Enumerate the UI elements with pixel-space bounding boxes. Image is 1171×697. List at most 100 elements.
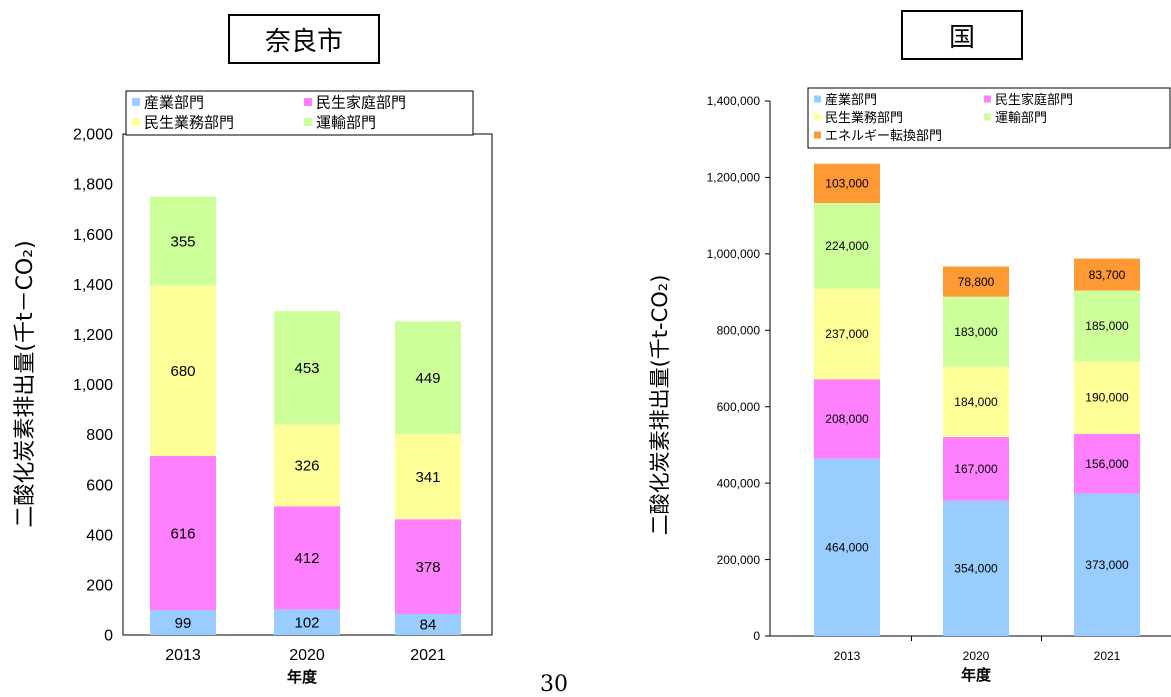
legend-swatch	[814, 95, 821, 103]
bar-segment	[274, 311, 340, 425]
chart-title-nara: 奈良市	[228, 14, 380, 64]
bar-segment	[1074, 290, 1140, 362]
y-tick-label: 1,800	[73, 177, 113, 194]
data-label: 373,000	[1085, 558, 1129, 572]
bar-segment	[1074, 258, 1140, 291]
bar-segment	[395, 519, 461, 614]
x-tick-label: 2021	[1094, 649, 1121, 663]
y-tick-label: 0	[104, 628, 113, 645]
y-tick-label: 400	[86, 527, 113, 544]
data-label: 224,000	[825, 239, 869, 253]
y-tick-label: 200,000	[717, 553, 761, 567]
data-label: 453	[294, 360, 319, 377]
x-tick-label: 2020	[289, 647, 325, 664]
data-label: 355	[170, 233, 195, 250]
bar-segment	[943, 500, 1009, 636]
legend-swatch	[984, 95, 991, 103]
y-tick-label: 200	[86, 578, 113, 595]
bar-segment	[274, 506, 340, 610]
data-label: 184,000	[954, 395, 998, 409]
legend-box	[125, 90, 474, 136]
data-label: 103,000	[825, 177, 869, 191]
data-label: 616	[170, 525, 195, 542]
legend-swatch	[984, 113, 991, 121]
y-tick-label: 0	[753, 629, 760, 643]
y-tick-label: 600	[86, 477, 113, 494]
y-tick-label: 400,000	[717, 476, 761, 490]
legend-swatch	[132, 118, 140, 126]
data-label: 167,000	[954, 462, 998, 476]
bar-segment	[150, 285, 216, 456]
legend-label: 産業部門	[144, 94, 204, 112]
bar-segment	[150, 196, 216, 286]
bar-segment	[943, 266, 1009, 297]
data-label: 190,000	[1085, 391, 1129, 405]
chart-0: 0 200 400 600 800 1,000 1,200 1,400 1,600 1,800 2,…	[13, 90, 493, 686]
bar-segment	[395, 613, 461, 635]
bar-segment	[1074, 361, 1140, 434]
legend-swatch	[814, 113, 821, 121]
y-tick-label: 1,200	[73, 327, 113, 344]
bar-segment	[814, 163, 880, 204]
legend-swatch	[304, 98, 312, 106]
data-label: 183,000	[954, 325, 998, 339]
y-tick-label: 1,000	[73, 377, 113, 394]
legend-swatch	[304, 118, 312, 126]
chart-1: 0 200,000 400,000 600,000 800,000 1,000,000 1,…	[648, 87, 1171, 684]
bar-segment	[274, 424, 340, 507]
data-label: 449	[415, 370, 440, 387]
x-axis-title: 年度	[961, 666, 992, 684]
data-label: 156,000	[1085, 457, 1129, 471]
data-label: 84	[420, 617, 437, 634]
bar-segment	[814, 458, 880, 636]
x-tick-label: 2013	[834, 649, 861, 663]
legend-swatch	[814, 131, 821, 139]
data-label: 378	[415, 559, 440, 576]
bar-segment	[814, 203, 880, 289]
data-label: 680	[170, 363, 195, 380]
bar-segment	[943, 296, 1009, 367]
data-label: 341	[415, 469, 440, 486]
y-tick-label: 1,600	[73, 227, 113, 244]
data-label: 354,000	[954, 562, 998, 576]
y-tick-label: 800,000	[717, 323, 761, 337]
legend-label: 民生家庭部門	[995, 92, 1073, 108]
x-tick-label: 2021	[410, 647, 446, 664]
legend-label: 民生業務部門	[144, 114, 234, 132]
legend-swatch	[132, 98, 140, 106]
y-tick-label: 1,000,000	[707, 247, 761, 261]
legend-label: 運輸部門	[995, 111, 1047, 126]
bar-segment	[943, 436, 1009, 501]
x-tick-label: 2020	[963, 649, 990, 663]
data-label: 99	[175, 615, 192, 632]
y-tick-label: 1,400	[73, 277, 113, 294]
data-label: 237,000	[825, 327, 869, 341]
chart-title-national: 国	[901, 10, 1023, 60]
y-tick-label: 1,200,000	[707, 171, 761, 185]
y-tick-label: 2,000	[73, 127, 113, 144]
data-label: 185,000	[1085, 319, 1129, 333]
bar-segment	[943, 366, 1009, 437]
x-axis-title: 年度	[287, 668, 318, 686]
data-label: 326	[294, 458, 319, 475]
bar-segment	[395, 321, 461, 434]
bar-segment	[150, 455, 216, 611]
legend-label: 運輸部門	[316, 114, 376, 132]
legend-label: 産業部門	[825, 92, 877, 108]
legend-label: エネルギー転換部門	[825, 129, 942, 144]
data-label: 464,000	[825, 541, 869, 555]
bar-segment	[150, 610, 216, 635]
y-axis-title: 二酸化炭素排出量(千t－CO₂)	[13, 240, 38, 527]
x-tick-label: 2013	[165, 647, 201, 664]
bar-segment	[1074, 433, 1140, 494]
bar-segment	[274, 609, 340, 635]
bar-segment	[395, 433, 461, 520]
data-label: 208,000	[825, 412, 869, 426]
legend-label: 民生業務部門	[825, 110, 903, 126]
legend-label: 民生家庭部門	[316, 94, 406, 112]
y-tick-label: 1,400,000	[707, 94, 761, 108]
data-label: 102	[294, 614, 319, 631]
bar-segment	[1074, 493, 1140, 636]
y-tick-label: 600,000	[717, 400, 761, 414]
